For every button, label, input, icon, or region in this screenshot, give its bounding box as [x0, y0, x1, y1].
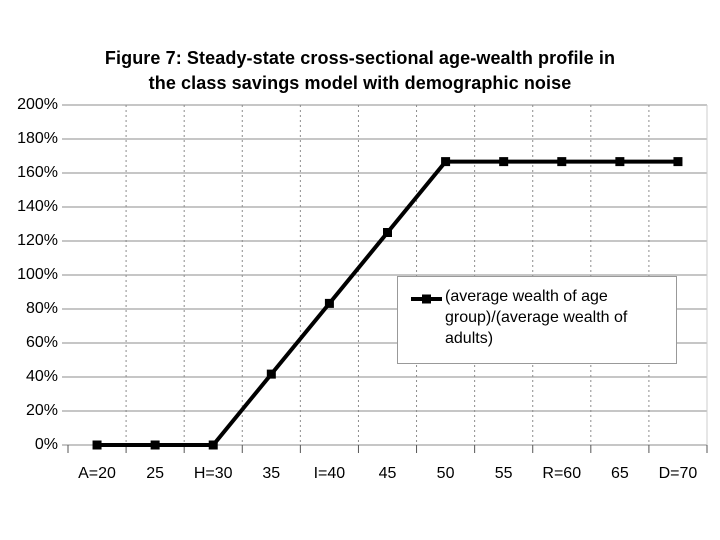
- data-point-marker: [208, 440, 218, 450]
- x-tick-label: A=20: [78, 465, 116, 482]
- x-tick-label: 25: [146, 465, 165, 482]
- x-tick-label: I=40: [313, 465, 346, 482]
- y-tick-label: 60%: [25, 334, 58, 351]
- y-tick-label: 40%: [25, 368, 58, 385]
- data-point-marker: [266, 369, 276, 379]
- x-tick-label: 45: [378, 465, 397, 482]
- y-tick-label: 160%: [17, 164, 58, 181]
- data-point-marker: [557, 157, 567, 167]
- data-point-marker: [324, 298, 334, 308]
- y-tick-label: 120%: [17, 232, 58, 249]
- legend-series-marker-icon: [411, 294, 442, 304]
- y-tick-label: 180%: [17, 130, 58, 147]
- data-point-marker: [615, 157, 625, 167]
- x-tick-label: R=60: [542, 465, 582, 482]
- legend: (average wealth of age group)/(average w…: [397, 276, 677, 364]
- data-point-marker: [92, 440, 102, 450]
- x-tick-label: H=30: [193, 465, 233, 482]
- x-tick-label: 55: [494, 465, 513, 482]
- chart-title: Figure 7: Steady-state cross-sectional a…: [0, 46, 720, 96]
- y-tick-label: 20%: [25, 402, 58, 419]
- data-point-marker: [673, 157, 683, 167]
- x-tick-label: 50: [436, 465, 455, 482]
- data-point-marker: [150, 440, 160, 450]
- y-tick-label: 100%: [17, 266, 58, 283]
- y-tick-label: 200%: [17, 96, 58, 113]
- x-tick-label: D=70: [658, 465, 698, 482]
- legend-label: (average wealth of age group)/(average w…: [445, 288, 628, 347]
- data-point-marker: [383, 228, 392, 237]
- x-tick-label: 35: [262, 465, 281, 482]
- y-tick-label: 0%: [34, 436, 58, 453]
- chart-title-line-2: the class savings model with demographic…: [148, 73, 572, 93]
- y-tick-label: 80%: [25, 300, 58, 317]
- y-tick-label: 140%: [17, 198, 58, 215]
- data-point-marker: [499, 157, 509, 167]
- chart-title-line-1: Figure 7: Steady-state cross-sectional a…: [104, 48, 616, 68]
- data-point-marker: [441, 157, 451, 167]
- x-tick-label: 65: [610, 465, 629, 482]
